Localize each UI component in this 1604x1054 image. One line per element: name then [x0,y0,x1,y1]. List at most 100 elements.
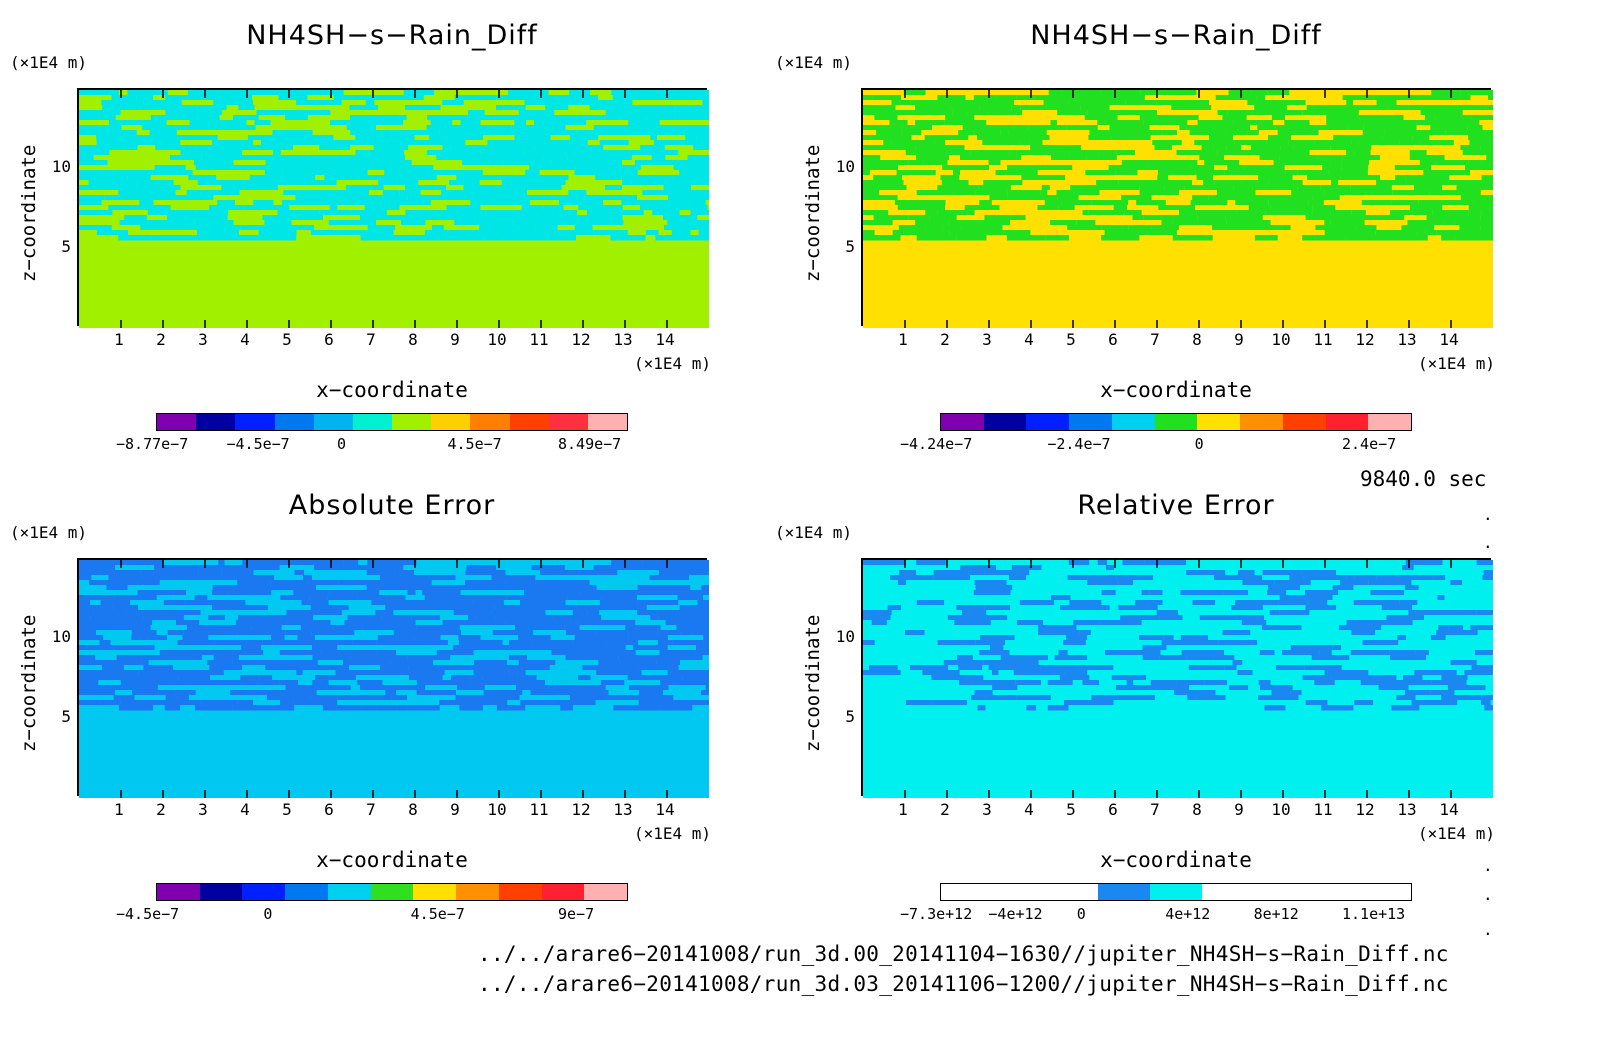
field-cell [1122,225,1129,231]
field-cell [1330,160,1342,166]
field-cell [1129,690,1143,696]
field-cell [586,190,600,196]
field-cell [157,675,179,681]
field-cell [1350,650,1390,656]
field-cell [330,620,345,626]
field-cell [1431,90,1461,96]
field-cell [406,115,428,121]
field-cell [863,610,879,616]
field-cell [1338,590,1363,596]
field-cell [1097,560,1108,566]
field-cell [100,585,107,591]
field-cell [79,615,91,621]
field-cell [392,565,404,571]
field-cell [983,175,1022,181]
field-cell [502,220,513,226]
field-cell [1029,140,1043,146]
x-tick-label: 7 [366,800,376,819]
field-cell [407,705,440,711]
field-cell [218,560,225,566]
field-cell [448,640,459,646]
field-cell [247,620,254,626]
field-cell [1074,115,1085,121]
field-cell [1139,115,1179,121]
field-cell [1391,235,1428,241]
field-cell [1454,220,1493,226]
field-cell [1050,120,1057,126]
field-cell [1179,225,1212,231]
field-cell [1437,595,1445,601]
field-cell [863,115,875,121]
field-cell [1284,120,1310,126]
field-cell [1442,185,1457,191]
field-cell [1010,220,1050,226]
field-cell [657,90,673,96]
field-cell [200,695,244,701]
field-cell [1091,200,1129,206]
field-cell [1115,655,1143,661]
field-cell [1094,670,1133,676]
field-cell [908,595,917,601]
field-cell [1363,100,1377,106]
field-cell [900,670,907,676]
field-cell [79,610,94,616]
field-cell [207,595,246,601]
colorbar-segment [1197,414,1241,430]
field-cell [1436,630,1478,636]
field-cell [699,195,709,201]
field-cell [1419,160,1436,166]
field-cell [227,100,235,106]
field-cell [535,580,565,586]
field-cell [216,125,256,131]
field-cell [462,160,472,166]
field-cell [414,635,441,641]
colorbar [156,883,628,901]
field-cell [1258,195,1283,201]
field-cell [574,635,607,641]
field-cell [926,220,949,226]
field-cell [1233,185,1253,191]
field-cell [1302,210,1313,216]
field-cell [424,595,436,601]
field-cell [1301,625,1339,631]
field-cell [603,145,641,151]
field-cell [285,630,303,636]
field-cell [1277,130,1295,136]
field-cell [254,105,296,111]
field-cell [1490,645,1493,651]
field-cell [1231,605,1263,611]
field-cell [1361,230,1376,236]
field-cell [432,210,458,216]
field-cell [242,665,266,671]
field-cell [487,605,495,611]
field-cell [1116,575,1154,581]
field-cell [141,600,164,606]
field-cell [1254,570,1263,576]
field-cell [1049,135,1089,141]
field-cell [572,640,607,646]
field-cell [625,90,658,96]
field-cell [79,95,112,101]
field-cell [1176,705,1220,711]
field-cell [900,100,911,106]
field-cell [244,650,264,656]
colorbar [940,413,1412,431]
field-cell [1491,150,1493,156]
field-cell [232,705,253,711]
field-cell [892,220,916,226]
field-cell [863,130,877,136]
field-cell [488,165,530,171]
field-cell [366,570,395,576]
field-cell [411,615,440,621]
field-cell [635,650,660,656]
field-cell [506,595,533,601]
field-cell [79,160,108,166]
field-cell [703,635,709,641]
field-cell [1248,610,1255,616]
field-cell [948,665,958,671]
field-cell [925,210,938,216]
field-cell [197,115,220,121]
field-cell [111,225,141,231]
field-cell [1426,215,1438,221]
field-cell [1331,650,1351,656]
